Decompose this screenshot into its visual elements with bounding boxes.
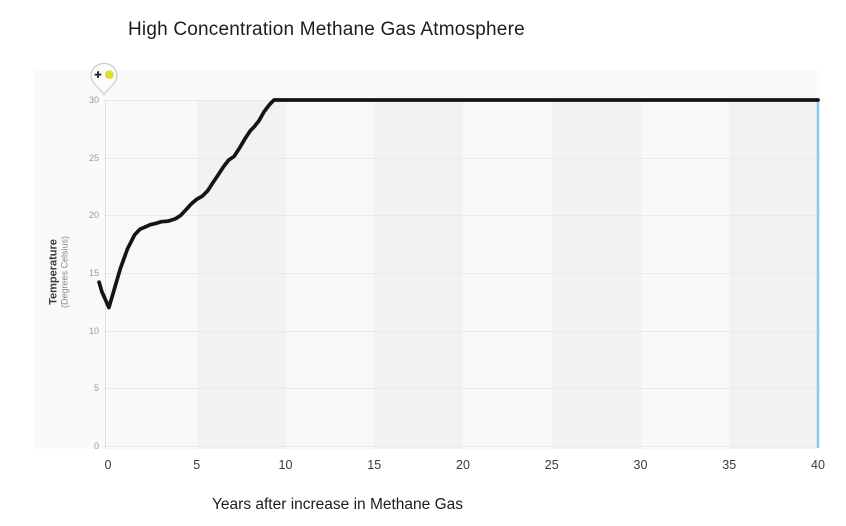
- y-axis-label-sub: (Degrees Celsius): [59, 235, 70, 309]
- x-tick-label: 35: [722, 458, 737, 472]
- x-tick-label: 10: [278, 458, 293, 472]
- temperature-curve: [97, 98, 820, 310]
- gridline: [105, 215, 818, 217]
- y-axis-label-main: Temperature: [47, 239, 60, 305]
- gridline: [105, 330, 818, 332]
- y-tick-label: 20: [88, 210, 99, 221]
- y-tick-label: 25: [88, 152, 99, 163]
- x-tick-label: 15: [367, 458, 382, 472]
- plus-icon[interactable]: [94, 71, 102, 78]
- pin-marker[interactable]: [89, 62, 119, 97]
- y-tick-label: 10: [88, 325, 99, 336]
- y-tick-label: 15: [88, 268, 99, 278]
- x-tick-label: 20: [456, 458, 470, 472]
- gridline: [105, 157, 818, 159]
- y-axis-line: [105, 100, 106, 449]
- gridline: [105, 388, 818, 390]
- x-tick-label: 25: [544, 458, 559, 472]
- x-tick-label: 40: [811, 458, 825, 472]
- yellow-dot-icon[interactable]: [104, 70, 114, 79]
- x-tick-label: 30: [633, 458, 648, 472]
- gridline: [105, 446, 818, 447]
- x-tick-label: 0: [104, 458, 112, 472]
- gridline: [105, 273, 818, 274]
- y-tick-label: 0: [93, 441, 99, 451]
- chart-panel: 0 5 10 15 20 25 30: [33, 62, 820, 451]
- y-tick-label: 5: [93, 383, 99, 394]
- pin-balloon: [90, 62, 118, 97]
- y-tick-label: 30: [88, 95, 99, 105]
- chart-title: High Concentration Methane Gas Atmospher…: [128, 19, 525, 40]
- x-tick-label: 5: [193, 458, 201, 472]
- x-axis-label: Years after increase in Methane Gas: [212, 496, 464, 513]
- plot-canvas: [97, 98, 820, 448]
